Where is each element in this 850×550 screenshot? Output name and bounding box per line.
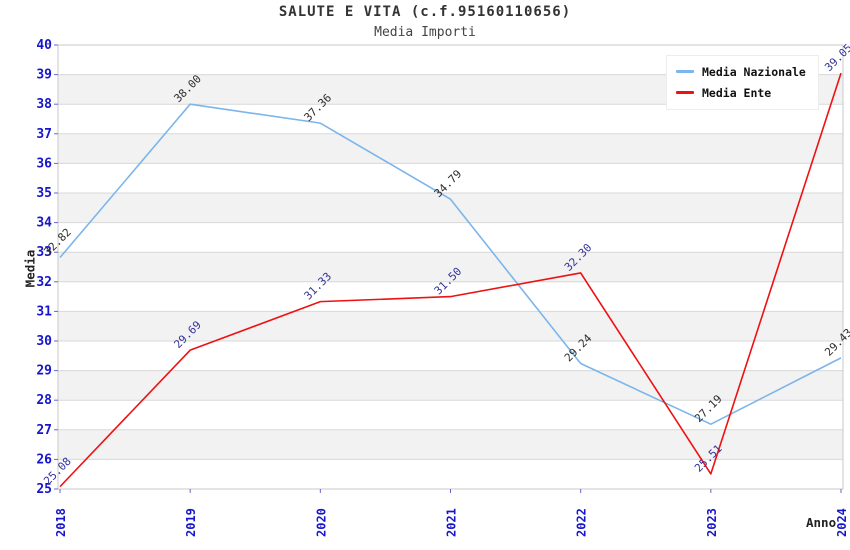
plot-band [58, 311, 843, 341]
x-tick-label: 2024 [835, 508, 849, 537]
y-tick-label: 33 [36, 245, 52, 260]
plot-band [58, 459, 843, 489]
y-tick-label: 37 [36, 127, 52, 142]
legend-label: Media Nazionale [702, 64, 806, 79]
x-tick-label: 2023 [705, 508, 719, 537]
plot-band [58, 193, 843, 223]
legend: Media Nazionale Media Ente [666, 55, 819, 110]
x-tick-label: 2022 [575, 508, 589, 537]
plot-band [58, 252, 843, 282]
y-axis-title: Media [22, 249, 38, 288]
x-tick-label: 2021 [445, 508, 459, 537]
chart-subtitle: Media Importi [374, 25, 476, 40]
y-tick-label: 27 [36, 423, 52, 438]
series-line-media-nazionale [59, 103, 842, 425]
chart-title: SALUTE E VITA (c.f.95160110656) [278, 4, 572, 20]
plot-band [58, 370, 843, 401]
legend-item-media-ente[interactable]: Media Ente [676, 82, 806, 103]
x-tick-label: 2019 [184, 508, 198, 537]
legend-label: Media Ente [702, 85, 772, 100]
y-tick-label: 30 [36, 334, 52, 349]
y-tick-label: 40 [36, 38, 52, 53]
y-tick-label: 28 [36, 393, 52, 408]
plot-band [58, 429, 843, 460]
plot-band [58, 133, 843, 164]
y-tick-label: 26 [36, 452, 52, 467]
y-tick-label: 38 [36, 97, 52, 112]
x-axis-title: Anno [806, 515, 837, 530]
x-tick-label: 2020 [314, 508, 328, 537]
plot-band [58, 341, 843, 371]
plot-band [58, 400, 843, 430]
legend-swatch-blue-line-icon [676, 70, 694, 73]
y-tick-label: 35 [36, 186, 52, 201]
y-tick-label: 34 [36, 216, 52, 231]
y-tick-label: 36 [36, 156, 52, 171]
y-tick-label: 32 [36, 275, 52, 290]
y-tick-label: 31 [36, 304, 52, 319]
x-tick-label: 2018 [54, 508, 68, 537]
legend-item-media-nazionale[interactable]: Media Nazionale [676, 61, 806, 82]
y-tick-label: 25 [36, 482, 52, 497]
y-tick-label: 29 [36, 364, 52, 379]
series-line-media-ente [59, 72, 842, 488]
plot-band [58, 163, 843, 193]
y-tick-label: 39 [36, 68, 52, 83]
plot-band [58, 222, 843, 253]
legend-swatch-red-line-icon [676, 91, 694, 94]
